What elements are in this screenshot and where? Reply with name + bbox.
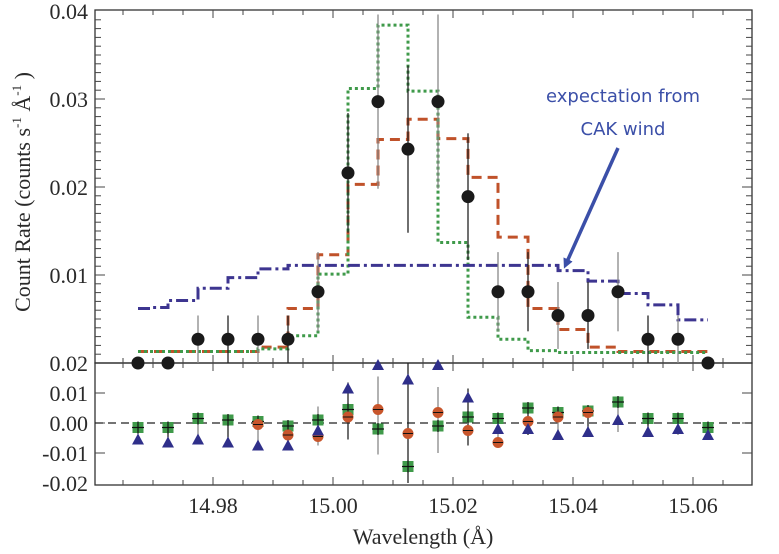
residual-triangle-marker	[132, 433, 144, 445]
model-dashed-histogram	[138, 117, 708, 354]
annotation-line-2: CAK wind	[581, 119, 666, 140]
residual-triangle-marker	[432, 359, 444, 370]
y-tick-label: 0.01	[50, 263, 89, 288]
data-point	[641, 332, 655, 346]
data-point	[401, 142, 415, 156]
resid-y-tick-label: -0.01	[42, 441, 88, 466]
resid-y-tick-label: 0.00	[50, 411, 89, 436]
y-axis-title-mid: Å	[10, 96, 35, 118]
observed-data	[131, 14, 715, 370]
residual-triangle-marker	[372, 359, 384, 370]
residual-triangle-marker	[282, 439, 294, 451]
data-point	[431, 95, 445, 109]
residual-triangle-marker	[492, 423, 504, 434]
annotation-arrow	[563, 147, 620, 269]
data-point	[251, 332, 265, 346]
residual-triangle-marker	[222, 436, 234, 448]
axis-ticks	[95, 10, 752, 485]
residual-triangle-marker	[552, 429, 564, 440]
x-tick-label: 15.00	[308, 493, 358, 518]
residual-triangle-marker	[342, 382, 354, 394]
y-axis-title-sup1: -1	[9, 117, 24, 128]
data-point	[491, 285, 505, 299]
data-point	[281, 332, 295, 346]
resid-y-tick-label: -0.02	[42, 471, 88, 496]
cak-annotation: expectation from CAK wind	[546, 86, 700, 269]
tick-labels: 14.98 15.00 15.02 15.04 15.06 0.01 0.02 0.03 0.0…	[42, 0, 718, 518]
data-point	[191, 332, 205, 346]
y-tick-label: 0.04	[50, 0, 89, 24]
data-point	[341, 166, 355, 180]
data-point	[461, 190, 475, 204]
residual-triangle-marker	[642, 426, 654, 437]
residual-triangle-marker	[402, 373, 414, 385]
y-tick-label: 0.02	[50, 175, 89, 200]
y-axis-title-end: )	[10, 72, 35, 85]
data-point	[701, 356, 715, 370]
data-point	[131, 356, 145, 370]
data-point	[581, 308, 595, 322]
model-dash-dot-histogram	[138, 263, 708, 322]
x-tick-label: 15.04	[548, 493, 598, 518]
annotation-line-1: expectation from	[546, 86, 700, 107]
residual-triangle-marker	[462, 391, 474, 403]
y-tick-label: 0.03	[50, 87, 89, 112]
residual-triangle-marker	[162, 436, 174, 448]
data-point	[311, 285, 325, 299]
residual-triangle-marker	[192, 433, 204, 445]
data-point	[221, 332, 235, 346]
residual-triangle-marker	[582, 426, 594, 437]
x-tick-label: 15.02	[428, 493, 478, 518]
y-axis-title-main: Count Rate (counts s	[10, 128, 35, 312]
x-axis-title: Wavelength (Å)	[353, 524, 494, 549]
data-point	[551, 308, 565, 322]
residual-triangle-marker	[612, 414, 624, 425]
data-point	[611, 285, 625, 299]
spectrum-panel-frame	[94, 9, 753, 364]
y-axis-title: Count Rate (counts s-1 Å-1 )	[9, 72, 35, 312]
residual-triangle-marker	[702, 429, 714, 440]
residual-triangle-marker	[672, 423, 684, 434]
data-point	[371, 95, 385, 109]
y-axis-title-sup2: -1	[9, 85, 24, 96]
residual-triangle-marker	[252, 439, 264, 451]
model-dotted-histogram	[138, 23, 708, 354]
residual-triangle-marker	[312, 424, 324, 436]
residual-points	[95, 359, 752, 483]
data-point	[161, 356, 175, 370]
resid-y-tick-label: 0.01	[50, 381, 89, 406]
residual-triangle-marker	[522, 423, 534, 434]
data-point	[671, 332, 685, 346]
x-tick-label: 15.06	[668, 493, 718, 518]
x-tick-label: 14.98	[188, 493, 238, 518]
data-point	[521, 285, 535, 299]
resid-y-tick-label: 0.02	[50, 351, 89, 376]
model-histograms	[138, 23, 708, 354]
